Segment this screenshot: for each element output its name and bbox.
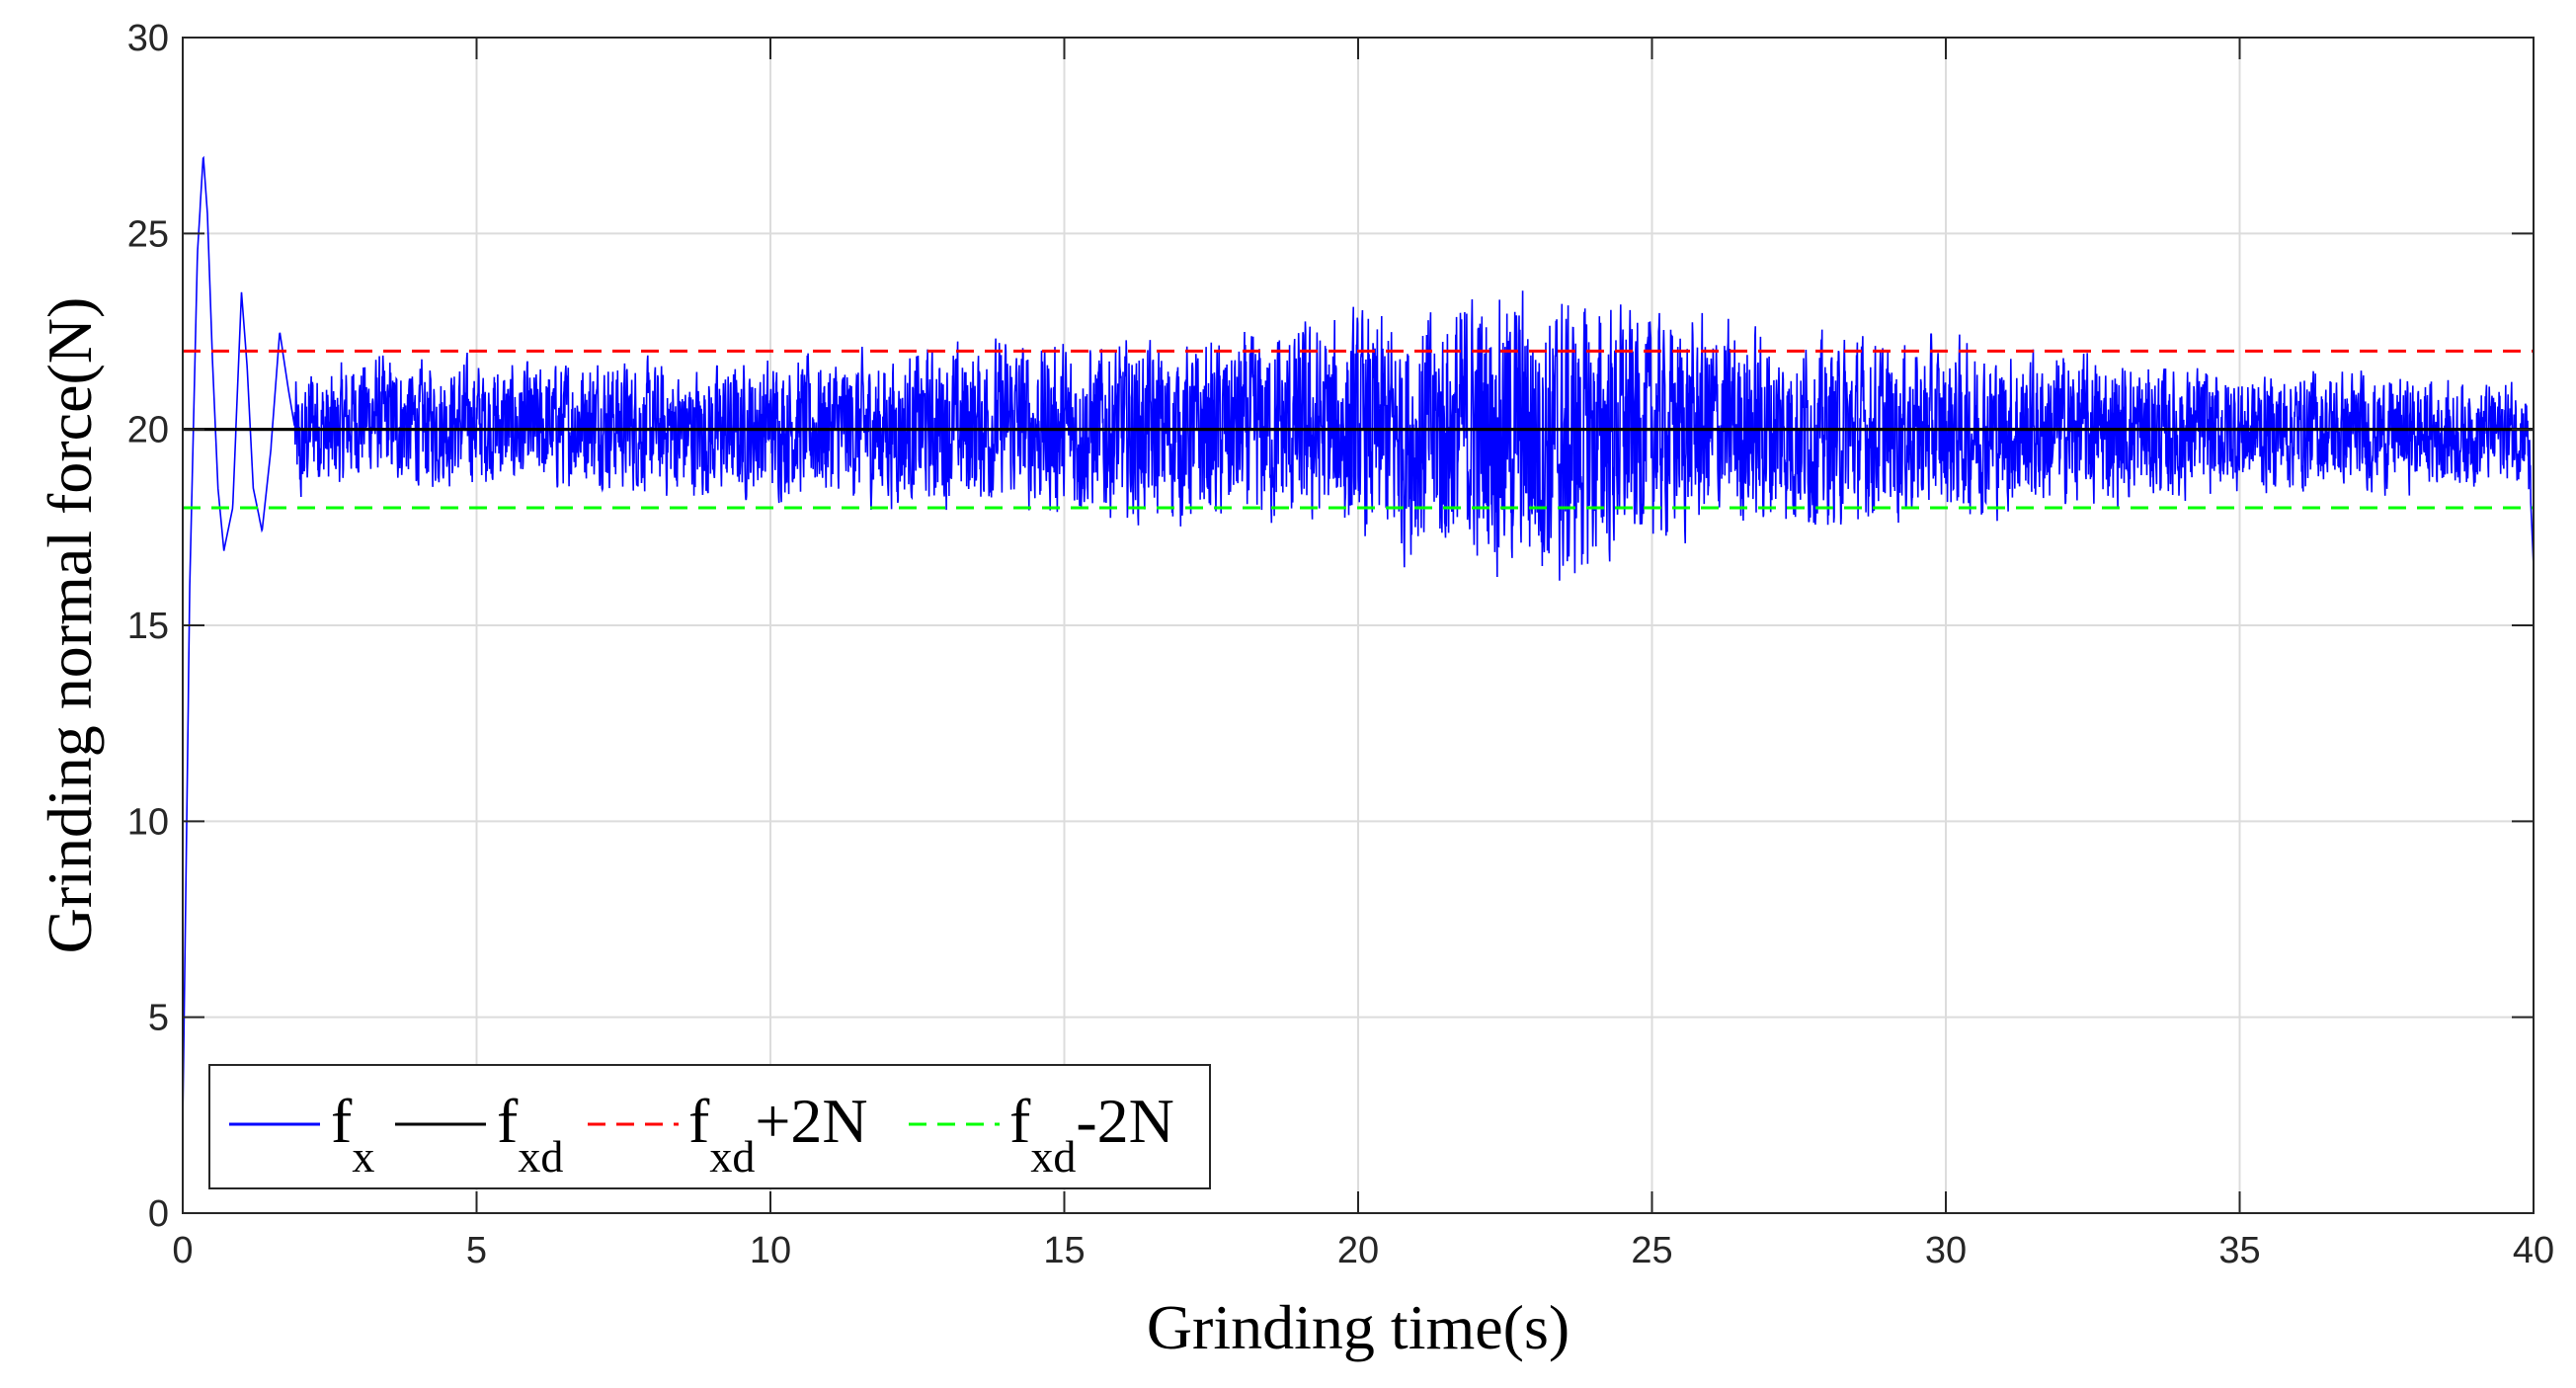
series-line-fx: [182, 155, 2535, 1123]
y-tick-label: 15: [127, 606, 169, 647]
y-tick-label: 30: [127, 18, 169, 59]
y-tick-label: 5: [148, 998, 169, 1039]
x-tick-label: 0: [172, 1230, 193, 1271]
x-tick-label: 5: [466, 1230, 487, 1271]
y-tick-label: 0: [148, 1193, 169, 1235]
x-tick-label: 10: [750, 1230, 791, 1271]
legend-box: [208, 1064, 1211, 1189]
x-tick-label: 20: [1337, 1230, 1379, 1271]
y-axis-title: Grinding normal force(N): [35, 297, 105, 954]
tick-layer: 0 5 10 15 20 25 30 35 40 0 5 10 15 20 25 30: [127, 18, 2554, 1271]
x-tick-label: 25: [1631, 1230, 1672, 1271]
y-tick-label: 20: [127, 410, 169, 451]
y-tick-label: 25: [127, 213, 169, 255]
x-tick-label: 30: [1925, 1230, 1967, 1271]
series-layer: [182, 155, 2535, 1123]
y-tick-label: 10: [127, 801, 169, 843]
x-tick-label: 15: [1043, 1230, 1085, 1271]
x-tick-label: 40: [2513, 1230, 2554, 1271]
x-tick-label: 35: [2218, 1230, 2260, 1271]
x-axis-title: Grinding time(s): [1147, 1292, 1570, 1362]
